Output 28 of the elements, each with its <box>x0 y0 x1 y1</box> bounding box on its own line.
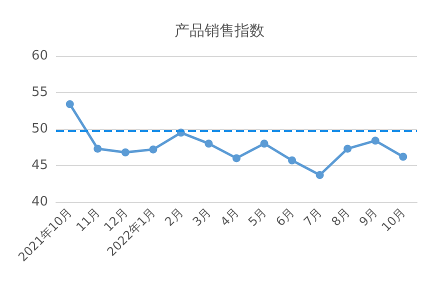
x-tick-label: 8月 <box>328 205 353 229</box>
y-tick-label: 45 <box>31 158 48 173</box>
y-tick-label: 60 <box>31 48 48 64</box>
point <box>344 144 352 153</box>
x-tick-label: 9月 <box>356 205 380 229</box>
point <box>316 170 324 179</box>
y-tick-label: 40 <box>31 194 48 210</box>
y-tick-label: 55 <box>31 85 48 100</box>
x-tick-label: 10月 <box>378 205 408 234</box>
x-tick-label: 5月 <box>245 205 270 229</box>
point <box>371 136 380 145</box>
point <box>399 152 408 161</box>
point <box>121 148 130 156</box>
point <box>94 144 102 153</box>
point <box>149 145 158 154</box>
point <box>204 140 213 148</box>
x-tick-label: 2月 <box>162 205 186 229</box>
point <box>288 156 296 164</box>
point <box>232 154 240 162</box>
x-tick-label: 6月 <box>273 205 297 229</box>
x-tick-label: 11月 <box>73 205 103 234</box>
x-tick-label: 4月 <box>218 205 242 229</box>
point <box>260 140 268 148</box>
y-tick-label: 50 <box>31 122 48 136</box>
point <box>66 100 74 108</box>
chart-title: 产品销售指数 <box>174 22 264 40</box>
x-tick-label: 7月 <box>300 205 325 229</box>
x-tick-label: 3月 <box>190 205 214 229</box>
